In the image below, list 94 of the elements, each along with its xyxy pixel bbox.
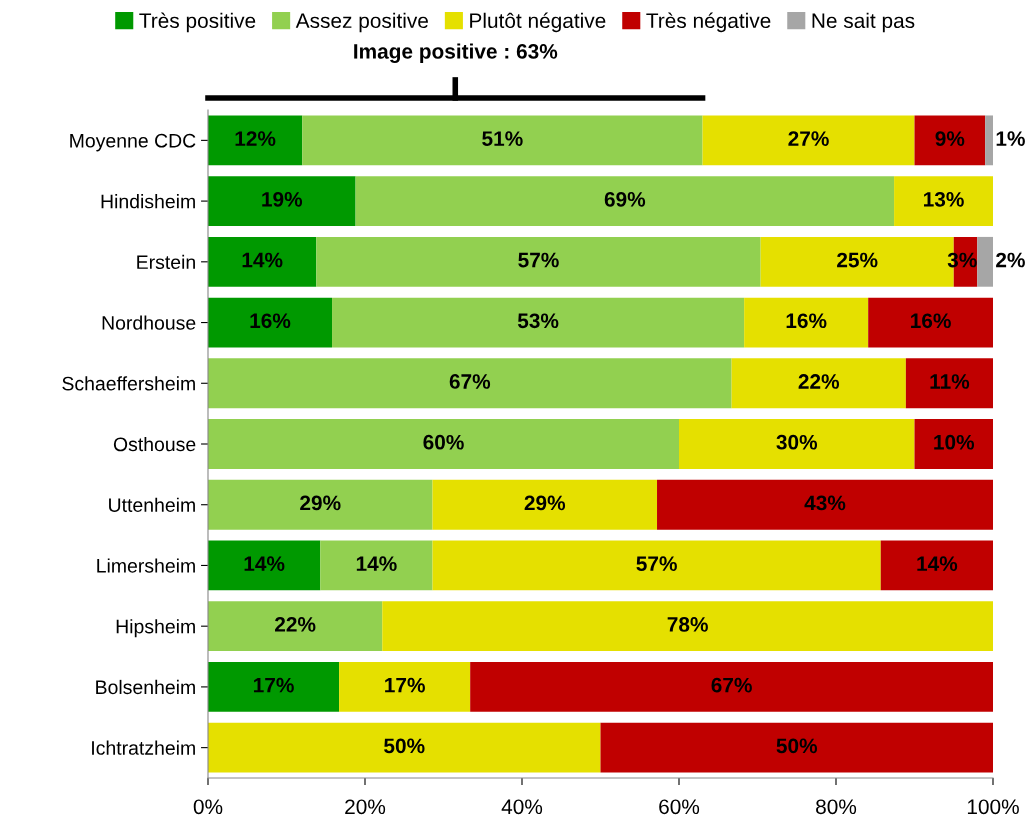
y-tick-label: Uttenheim: [109, 497, 195, 512]
x-tick-label: 20%: [345, 799, 386, 815]
legend-label: Assez positive: [295, 12, 428, 33]
bar: [600, 722, 993, 773]
data-label: 14%: [356, 556, 397, 571]
bar: [382, 601, 993, 652]
data-label: 17%: [385, 677, 425, 693]
legend-label: Très négative: [646, 12, 771, 33]
legend-label: Ne sait pas: [812, 12, 915, 33]
data-label: 30%: [776, 434, 818, 450]
bar: [355, 176, 895, 226]
bar: [208, 176, 356, 226]
bar: [208, 722, 601, 773]
bar: [914, 419, 993, 469]
bar: [208, 297, 333, 348]
data-label: 13%: [924, 191, 964, 207]
bar: [208, 479, 433, 530]
bar: [985, 115, 993, 166]
bar: [880, 540, 993, 591]
x-tick-label: 100%: [967, 799, 1019, 815]
bar: [905, 358, 993, 409]
bar: [977, 236, 993, 287]
data-label: 60%: [423, 434, 464, 450]
y-tick-label: Erstein: [137, 254, 195, 270]
legend-label: Très positive: [139, 12, 256, 33]
y-tick-label: Bolsenheim: [96, 679, 195, 695]
data-label: 14%: [917, 556, 958, 571]
bar: [316, 236, 761, 287]
bar: [208, 236, 317, 287]
bar: [470, 662, 993, 712]
data-label: 57%: [518, 252, 559, 268]
data-label: 14%: [244, 556, 285, 571]
bar: [208, 115, 303, 166]
text: Image positive : 63%: [354, 43, 558, 63]
data-label: 11%: [930, 374, 970, 389]
data-label: 57%: [636, 556, 677, 572]
bar: [679, 419, 915, 469]
bar: [332, 297, 745, 348]
y-tick-label: Ichtratzheim: [92, 740, 195, 755]
x-tick-label: 0%: [193, 799, 223, 815]
data-label: 29%: [300, 495, 341, 511]
data-label: 14%: [242, 252, 283, 268]
data-label: 16%: [786, 313, 827, 329]
y-tick-label: Hipsheim: [116, 619, 195, 638]
x-tick-label: 80%: [816, 799, 857, 815]
bar: [208, 419, 679, 469]
bar: [432, 540, 881, 591]
data-label: 9%: [935, 131, 965, 146]
bar: [208, 540, 321, 591]
data-label: 50%: [776, 738, 818, 754]
bar: [657, 479, 993, 530]
y-tick-label: Limersheim: [97, 558, 195, 573]
data-label: 78%: [667, 617, 708, 632]
bar: [432, 479, 658, 530]
bar: [868, 297, 993, 348]
data-label: 22%: [798, 374, 840, 389]
legend-label: Plutôt négative: [470, 12, 606, 33]
y-tick-label: Schaeffersheim: [62, 376, 195, 391]
bar: [744, 297, 869, 348]
bar: [208, 662, 340, 712]
x-tick-label: 60%: [659, 799, 700, 815]
data-label: 51%: [482, 131, 523, 146]
data-label: 17%: [254, 677, 294, 693]
data-label: 67%: [449, 374, 491, 389]
y-tick-label: Moyenne CDC: [70, 133, 196, 152]
bar: [339, 662, 471, 712]
data-label: 10%: [934, 434, 975, 450]
bar: [914, 115, 986, 166]
data-label: 29%: [524, 495, 566, 511]
y-tick-label: Hindisheim: [101, 194, 195, 209]
y-tick-label: Osthouse: [113, 436, 196, 452]
data-label: 22%: [275, 617, 316, 632]
data-label: 53%: [517, 313, 559, 329]
data-label: 69%: [604, 191, 646, 207]
bar: [894, 176, 993, 226]
data-label: 25%: [837, 252, 878, 268]
x-tick-label: 40%: [501, 799, 543, 815]
bar: [208, 601, 383, 652]
data-label: 16%: [250, 313, 291, 329]
bar: [320, 540, 433, 591]
data-label: 67%: [711, 677, 752, 693]
data-label: 43%: [804, 495, 846, 511]
data-label: 19%: [262, 191, 303, 207]
data-label: 12%: [235, 131, 276, 146]
data-label: 27%: [788, 131, 829, 146]
bar: [302, 115, 703, 166]
data-label: 2%: [996, 252, 1025, 268]
y-tick-label: Nordhouse: [102, 315, 196, 330]
data-label: 50%: [384, 738, 425, 754]
data-label: 1%: [996, 131, 1025, 146]
bar: [731, 358, 906, 409]
data-label: 16%: [911, 313, 951, 329]
bar: [702, 115, 915, 166]
bar: [208, 358, 732, 409]
